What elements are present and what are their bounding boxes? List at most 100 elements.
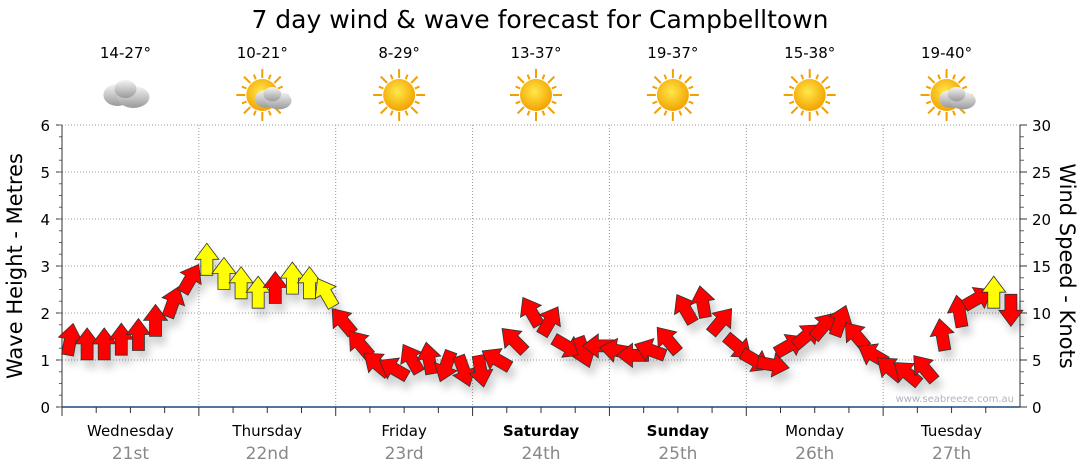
- day-date: 21st: [112, 444, 149, 464]
- day-name: Wednesday: [87, 422, 174, 440]
- wind-arrow: [481, 348, 514, 373]
- sun-ray: [653, 75, 662, 84]
- sun-ray: [652, 100, 658, 105]
- wind-arrow: [501, 328, 530, 356]
- sun-ray: [267, 110, 272, 116]
- sun-ray: [252, 110, 257, 116]
- wind-arrow: [400, 343, 425, 376]
- day-name: Sunday: [647, 422, 710, 440]
- sun-disc: [656, 79, 689, 111]
- sun-ray: [241, 85, 247, 90]
- right-tick-label: 15: [1032, 258, 1051, 276]
- day-temp: 8-29°: [378, 44, 420, 62]
- right-axis-label: Wind Speed - Knots: [1055, 163, 1079, 368]
- sun-rays: [646, 69, 699, 121]
- sun-ray: [404, 110, 409, 116]
- sun-ray: [267, 74, 272, 80]
- sun-ray: [937, 110, 941, 116]
- sunny-icon: [510, 69, 562, 121]
- sun-ray: [961, 85, 968, 90]
- day-name: Friday: [381, 422, 427, 440]
- sun-ray: [414, 100, 420, 105]
- sun-ray: [925, 85, 932, 90]
- sun-ray: [952, 110, 956, 116]
- sun-ray: [516, 75, 525, 84]
- right-tick-label: 30: [1032, 117, 1051, 135]
- wind-arrow: [211, 256, 237, 290]
- sun-ray: [652, 85, 658, 90]
- left-tick-label: 5: [40, 164, 50, 182]
- sun-ray: [815, 74, 820, 80]
- sun-ray: [389, 110, 394, 116]
- cloudy-icon: [103, 80, 150, 108]
- partly-cloudy-icon: [920, 69, 976, 121]
- sun-ray: [380, 106, 388, 115]
- sun-ray: [800, 110, 805, 116]
- wind-arrow: [893, 362, 924, 389]
- wind-arrow: [433, 348, 458, 383]
- sun-rays: [510, 69, 562, 121]
- sun-disc: [520, 79, 552, 111]
- sun-ray: [252, 74, 257, 80]
- wind-arrow: [536, 306, 561, 339]
- cloud-puff: [947, 87, 966, 102]
- sun-ray: [410, 75, 419, 84]
- sun-ray: [378, 85, 384, 90]
- wind-arrow: [142, 303, 169, 337]
- wind-arrow: [929, 318, 955, 352]
- day-date: 25th: [658, 444, 697, 464]
- sun-ray: [241, 100, 247, 105]
- sun-ray: [243, 75, 251, 84]
- sun-ray: [410, 106, 419, 115]
- sun-ray: [243, 106, 251, 115]
- wind-arrow: [980, 275, 1007, 309]
- wind-arrow: [245, 275, 271, 309]
- left-tick-label: 4: [40, 211, 50, 229]
- sun-ray: [957, 75, 966, 84]
- sunny-icon: [373, 69, 426, 121]
- sun-ray: [551, 85, 557, 90]
- day-temp: 13-37°: [510, 44, 561, 62]
- day-name: Monday: [785, 422, 844, 440]
- day-temp: 19-40°: [921, 44, 972, 62]
- sun-ray: [790, 106, 799, 115]
- wind-arrow: [314, 278, 340, 310]
- left-tick-label: 1: [40, 352, 50, 370]
- sun-ray: [815, 110, 820, 116]
- watermark: www.seabreeze.com.au: [896, 394, 1014, 405]
- sun-ray: [663, 74, 668, 80]
- right-tick-label: 25: [1032, 164, 1051, 182]
- wind-arrow: [57, 322, 83, 357]
- sun-ray: [825, 85, 831, 90]
- sun-ray: [678, 110, 683, 116]
- wind-arrow: [125, 317, 152, 351]
- wind-arrow: [520, 296, 545, 329]
- sunny-icon: [783, 69, 836, 121]
- sun-ray: [516, 106, 525, 115]
- sun-ray: [547, 106, 556, 115]
- sun-ray: [541, 74, 546, 80]
- day-temp: 19-37°: [647, 44, 698, 62]
- sun-ray: [414, 85, 420, 90]
- right-tick-label: 10: [1032, 305, 1051, 323]
- right-tick-label: 5: [1032, 352, 1042, 370]
- sun-rays: [783, 69, 836, 121]
- sun-ray: [821, 75, 829, 84]
- day-date: 22nd: [246, 444, 289, 464]
- cloud: [254, 87, 292, 110]
- sun-ray: [389, 74, 394, 80]
- cloud-puff: [263, 87, 282, 102]
- sun-disc: [383, 79, 416, 111]
- left-tick-label: 6: [40, 117, 50, 135]
- sun-ray: [515, 85, 521, 90]
- sun-ray: [551, 100, 557, 105]
- wind-arrow: [91, 327, 118, 361]
- day-date: 23rd: [385, 444, 424, 464]
- right-tick-label: 0: [1032, 399, 1042, 417]
- wind-arrow: [74, 327, 100, 361]
- wind-arrow: [656, 326, 683, 357]
- wind-arrow: [177, 263, 202, 296]
- sun-rays: [373, 69, 426, 121]
- sun-ray: [684, 75, 692, 84]
